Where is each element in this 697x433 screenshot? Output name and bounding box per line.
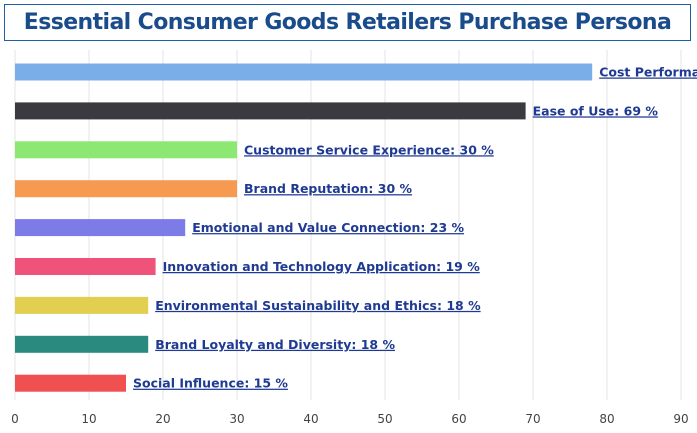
bar-data-label: Emotional and Value Connection: 23 % <box>192 220 464 235</box>
bar-data-label: Environmental Sustainability and Ethics:… <box>155 298 481 313</box>
x-tick-label: 20 <box>155 412 170 426</box>
bar-data-label: Brand Loyalty and Diversity: 18 % <box>155 337 395 352</box>
chart-title-box: Essential Consumer Goods Retailers Purch… <box>4 4 691 41</box>
x-tick-label: 70 <box>525 412 540 426</box>
x-tick-label: 50 <box>377 412 392 426</box>
x-tick-label: 90 <box>673 412 688 426</box>
bar-innovation-and-technology-application <box>15 258 156 275</box>
bar-data-label: Cost Performance: 78 % <box>599 65 697 80</box>
x-axis-ticks: 0 10 20 30 40 50 60 70 80 90 <box>11 412 688 426</box>
x-tick-label: 40 <box>303 412 318 426</box>
bar-emotional-and-value-connection <box>15 219 186 237</box>
chart-title: Essential Consumer Goods Retailers Purch… <box>23 10 672 35</box>
bars <box>15 63 593 392</box>
bar-data-label: Customer Service Experience: 30 % <box>244 142 494 157</box>
x-tick-label: 10 <box>81 412 96 426</box>
bar-labels: Cost Performance: 78 % Ease of Use: 69 % C… <box>133 65 697 391</box>
bar-environmental-sustainability-and-ethics <box>15 296 149 314</box>
x-tick-label: 80 <box>599 412 614 426</box>
bar-brand-loyalty-and-diversity <box>15 335 149 353</box>
bar-customer-service-experience <box>15 141 237 159</box>
x-tick-label: 60 <box>451 412 466 426</box>
bar-data-label: Ease of Use: 69 % <box>533 103 659 118</box>
bar-data-label: Social Influence: 15 % <box>133 376 288 391</box>
bar-data-label: Innovation and Technology Application: 1… <box>163 259 481 274</box>
x-tick-label: 0 <box>11 412 19 426</box>
bar-cost-performance <box>15 63 593 81</box>
bar-social-influence <box>15 374 126 392</box>
x-tick-label: 30 <box>229 412 244 426</box>
bar-ease-of-use <box>15 102 526 120</box>
bar-brand-reputation <box>15 180 237 198</box>
bar-data-label: Brand Reputation: 30 % <box>244 181 413 196</box>
